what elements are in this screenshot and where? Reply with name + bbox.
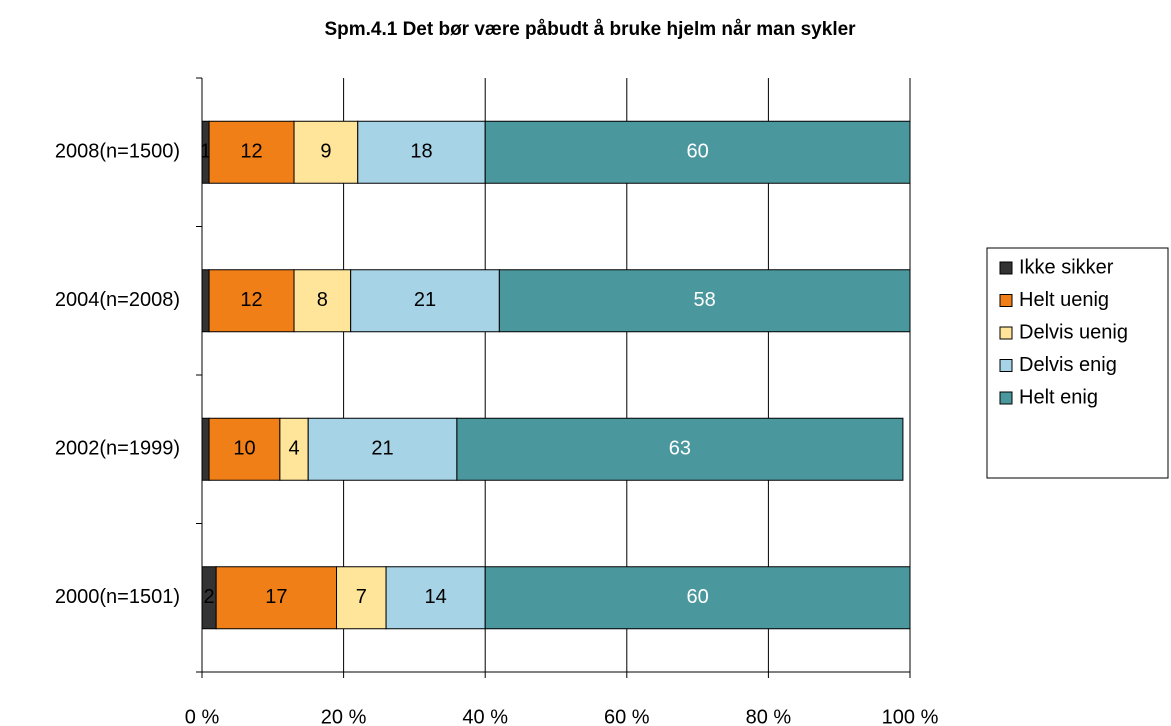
data-label: 63 bbox=[669, 438, 691, 460]
legend-swatch bbox=[999, 359, 1013, 372]
bar-segment bbox=[498, 269, 911, 333]
legend-label: Delvis uenig bbox=[1019, 321, 1128, 343]
legend-label: Helt enig bbox=[1019, 386, 1098, 408]
legend-swatch bbox=[999, 391, 1013, 405]
bar-segment bbox=[336, 566, 387, 630]
data-label: 8 bbox=[317, 289, 328, 311]
bar-segment bbox=[208, 120, 295, 184]
legend-label: Helt uenig bbox=[1019, 289, 1109, 311]
legend-swatch bbox=[999, 326, 1013, 340]
x-tick-label: 40 % bbox=[462, 706, 508, 726]
data-label: 12 bbox=[240, 289, 262, 311]
y-tick-label: 2000(n=1501) bbox=[55, 586, 180, 608]
bar-segment bbox=[484, 566, 911, 630]
data-label: 10 bbox=[233, 438, 255, 460]
bar-segment bbox=[456, 417, 904, 481]
bar-segment bbox=[215, 566, 338, 630]
bar-segment bbox=[201, 417, 210, 481]
x-tick-label: 100 % bbox=[882, 706, 939, 726]
legend-swatch bbox=[999, 294, 1013, 307]
chart-title: Spm.4.1 Det bør være påbudt å bruke hjel… bbox=[324, 19, 856, 40]
bar-segment bbox=[307, 417, 458, 481]
data-label: 17 bbox=[265, 586, 287, 608]
bar-segment bbox=[201, 269, 210, 333]
y-tick-label: 2008(n=1500) bbox=[55, 141, 180, 163]
x-tick-label: 60 % bbox=[604, 706, 650, 726]
data-label: 58 bbox=[694, 289, 716, 311]
legend-box bbox=[986, 247, 1169, 479]
legend-label: Delvis enig bbox=[1019, 354, 1117, 376]
data-label: 21 bbox=[371, 438, 393, 460]
legend-swatch bbox=[999, 261, 1013, 275]
data-label: 1 bbox=[200, 141, 211, 163]
data-label: 21 bbox=[414, 289, 436, 311]
x-tick-label: 0 % bbox=[185, 706, 220, 726]
data-label: 14 bbox=[425, 586, 447, 608]
data-label: 9 bbox=[320, 141, 331, 163]
bar-segment bbox=[385, 566, 486, 630]
data-label: 4 bbox=[288, 438, 299, 460]
bar-segment bbox=[293, 120, 359, 184]
y-tick-label: 2002(n=1999) bbox=[55, 438, 180, 460]
bar-segment bbox=[350, 269, 500, 333]
data-label: 60 bbox=[686, 141, 708, 163]
bar-segment bbox=[208, 417, 281, 481]
data-label: 2 bbox=[204, 586, 215, 608]
data-label: 18 bbox=[410, 141, 432, 163]
data-label: 7 bbox=[356, 586, 367, 608]
x-tick-label: 20 % bbox=[321, 706, 367, 726]
bar-segment bbox=[279, 417, 309, 481]
legend-label: Ikke sikker bbox=[1019, 256, 1114, 278]
y-tick-label: 2004(n=2008) bbox=[55, 289, 180, 311]
data-label: 60 bbox=[686, 586, 708, 608]
bar-segment bbox=[484, 120, 911, 184]
x-tick-label: 80 % bbox=[746, 706, 792, 726]
data-label: 12 bbox=[240, 141, 262, 163]
bar-segment bbox=[208, 269, 295, 333]
